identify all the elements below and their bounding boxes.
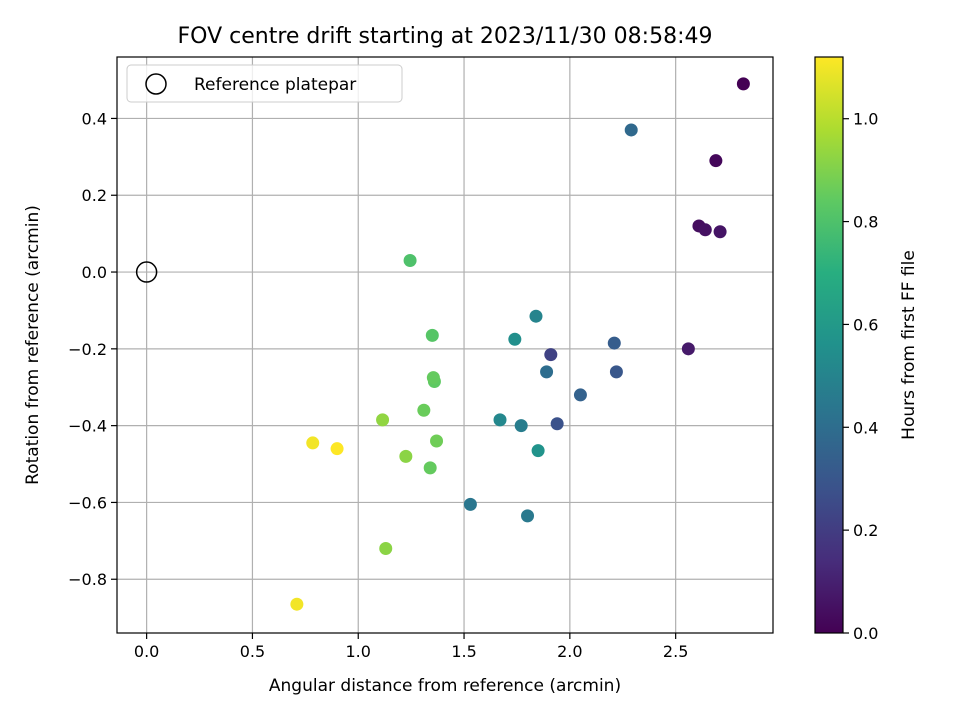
y-tick-label: −0.4 xyxy=(68,417,107,436)
reference-point xyxy=(135,261,158,283)
legend-box xyxy=(126,64,403,103)
data-point xyxy=(609,365,623,379)
data-point xyxy=(430,434,444,448)
data-point xyxy=(624,123,638,137)
x-tick-label: 0.5 xyxy=(240,642,265,661)
data-point xyxy=(399,449,413,463)
data-point xyxy=(529,309,543,323)
colorbar-tick-label: 0.4 xyxy=(853,418,878,437)
y-tick-label: 0.4 xyxy=(82,109,107,128)
y-tick-label: 0.0 xyxy=(82,263,107,282)
y-tick-label: −0.6 xyxy=(68,493,107,512)
y-tick-label: −0.2 xyxy=(68,340,107,359)
colorbar: 0.0 0.2 0.4 0.6 0.8 1.0 Hours from first FF f… xyxy=(814,56,919,643)
data-point xyxy=(403,254,417,268)
data-point xyxy=(709,154,723,168)
y-axis-ticks: −0.8 −0.6 −0.4 −0.2 0.0 0.2 0.4 xyxy=(68,109,117,589)
x-tick-label: 2.5 xyxy=(663,642,688,661)
colorbar-gradient xyxy=(814,56,844,634)
data-point xyxy=(540,365,554,379)
data-point xyxy=(698,223,712,237)
data-point xyxy=(544,348,558,362)
data-point xyxy=(306,436,320,450)
x-axis-ticks: 0.0 0.5 1.0 1.5 2.0 2.5 xyxy=(134,633,688,661)
data-points xyxy=(290,77,750,611)
data-point xyxy=(573,388,587,402)
legend: Reference platepar xyxy=(126,64,403,103)
data-point xyxy=(463,497,477,511)
y-tick-label: 0.2 xyxy=(82,186,107,205)
colorbar-tick-label: 0.6 xyxy=(853,315,878,334)
colorbar-tick-label: 1.0 xyxy=(853,110,878,129)
x-axis-label: Angular distance from reference (arcmin) xyxy=(269,676,621,696)
colorbar-tick-label: 0.0 xyxy=(853,624,878,643)
data-point xyxy=(607,336,621,350)
data-point xyxy=(376,413,390,427)
data-point xyxy=(736,77,750,91)
x-tick-label: 0.0 xyxy=(134,642,159,661)
data-point xyxy=(493,413,507,427)
colorbar-tick-label: 0.2 xyxy=(853,521,878,540)
legend-marker-reference xyxy=(145,73,167,95)
data-point xyxy=(417,403,431,417)
y-tick-label: −0.8 xyxy=(68,570,107,589)
data-point xyxy=(426,371,440,385)
colorbar-label: Hours from first FF file xyxy=(899,250,919,440)
reference-marker xyxy=(135,261,158,283)
x-tick-label: 2.0 xyxy=(557,642,582,661)
x-tick-label: 1.0 xyxy=(346,642,371,661)
data-point xyxy=(514,419,528,433)
x-tick-label: 1.5 xyxy=(451,642,476,661)
data-point xyxy=(290,597,304,611)
data-point xyxy=(425,328,439,342)
colorbar-tick-label: 0.8 xyxy=(853,213,878,232)
y-axis-label: Rotation from reference (arcmin) xyxy=(23,205,43,485)
data-point xyxy=(521,509,535,523)
legend-label-reference: Reference platepar xyxy=(194,75,356,95)
data-point xyxy=(550,417,564,431)
data-point xyxy=(531,444,545,458)
data-point xyxy=(508,332,522,346)
data-point xyxy=(330,442,344,456)
data-point xyxy=(379,542,393,556)
colorbar-ticks: 0.0 0.2 0.4 0.6 0.8 1.0 xyxy=(843,110,878,643)
data-point xyxy=(423,461,437,475)
plot-area-frame xyxy=(116,56,774,634)
data-point xyxy=(681,342,695,356)
data-point xyxy=(713,225,727,239)
chart-title: FOV centre drift starting at 2023/11/30 … xyxy=(178,24,713,49)
grid xyxy=(117,57,773,633)
